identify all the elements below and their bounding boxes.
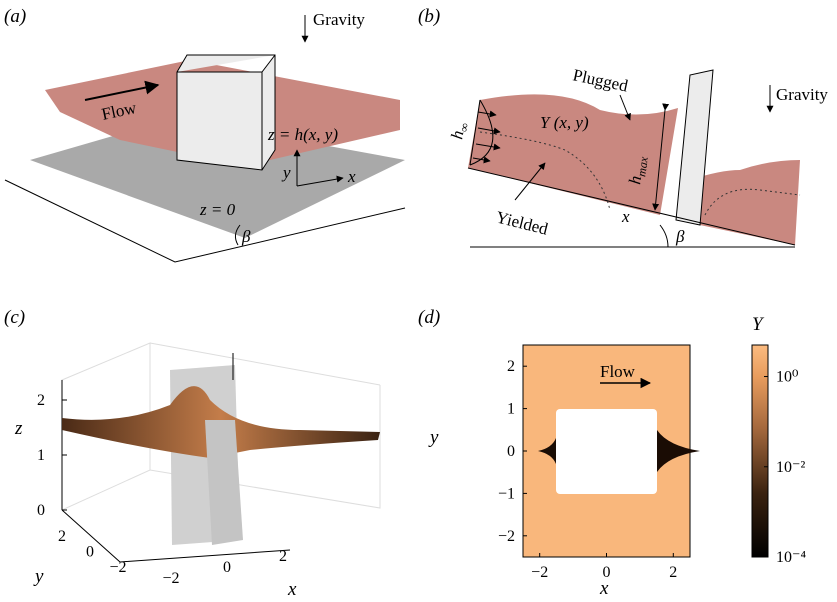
- h-inf-label: h∞: [447, 120, 472, 141]
- panel-label: (b): [418, 6, 440, 27]
- y-tick-label: 1: [507, 401, 515, 418]
- z-label: z: [14, 418, 23, 439]
- tick-label: 2: [37, 392, 45, 409]
- tick-label: 0: [37, 502, 45, 519]
- x-tick-label: −2: [531, 564, 548, 581]
- tick-label: 1: [37, 447, 45, 464]
- obstacle: [556, 409, 657, 494]
- y-tick-label: 2: [507, 358, 515, 375]
- axis-x: x: [621, 207, 630, 226]
- colorbar-tick-label: 10⁻²: [776, 459, 805, 476]
- figure: (a) Gravity Flow z = h(x, y) y x z = 0 β…: [0, 0, 837, 602]
- y-tick-label: 0: [507, 443, 515, 460]
- x-label: x: [599, 578, 609, 599]
- base-label: z = 0: [199, 200, 236, 219]
- panel-label: (d): [418, 307, 440, 328]
- angle-label: β: [241, 227, 251, 246]
- colorbar-tick-label: 10⁰: [776, 369, 798, 386]
- tick-label: 2: [279, 548, 287, 565]
- gravity-label: Gravity: [313, 10, 365, 29]
- obstacle: [177, 55, 275, 170]
- x-tick-label: 0: [603, 564, 611, 581]
- yield-surface-label: Y (x, y): [540, 113, 589, 132]
- angle-label: β: [675, 227, 685, 246]
- panel-a: (a) Gravity Flow z = h(x, y) y x z = 0 β: [4, 6, 405, 262]
- y-tick-label: −1: [498, 485, 515, 502]
- surface-label: z = h(x, y): [267, 125, 338, 144]
- x-label: x: [287, 579, 297, 600]
- panel-b: (b) h∞ Plugged Y (x, y) hmax Yielded x β…: [418, 6, 828, 247]
- x-tick-label: 2: [669, 564, 677, 581]
- axis-y: y: [281, 163, 291, 182]
- colorbar-tick-label: 10⁻⁴: [776, 549, 806, 566]
- tick-label: 0: [223, 559, 231, 576]
- panel-label: (a): [4, 6, 26, 27]
- tick-label: −2: [109, 559, 126, 576]
- gravity-label: Gravity: [776, 85, 828, 104]
- plugged-label: Plugged: [571, 65, 630, 95]
- yielded-label: Yielded: [494, 207, 550, 238]
- panel-label: (c): [4, 307, 25, 328]
- tick-label: 2: [58, 528, 66, 545]
- tick-label: −2: [162, 570, 179, 587]
- flow-label: Flow: [600, 362, 636, 381]
- tick-label: 0: [86, 544, 94, 561]
- colorbar-title: Y: [752, 314, 765, 335]
- axis-x: x: [347, 167, 356, 186]
- y-tick-label: −2: [498, 528, 515, 545]
- panel-d: (d) Flow x y Y −2 0 2 −2 −1 0 1 2 10⁰ 10⁻² 10⁻⁴: [418, 307, 806, 599]
- angle-arc: [660, 225, 668, 247]
- y-label: y: [428, 427, 439, 448]
- y-label: y: [33, 566, 44, 587]
